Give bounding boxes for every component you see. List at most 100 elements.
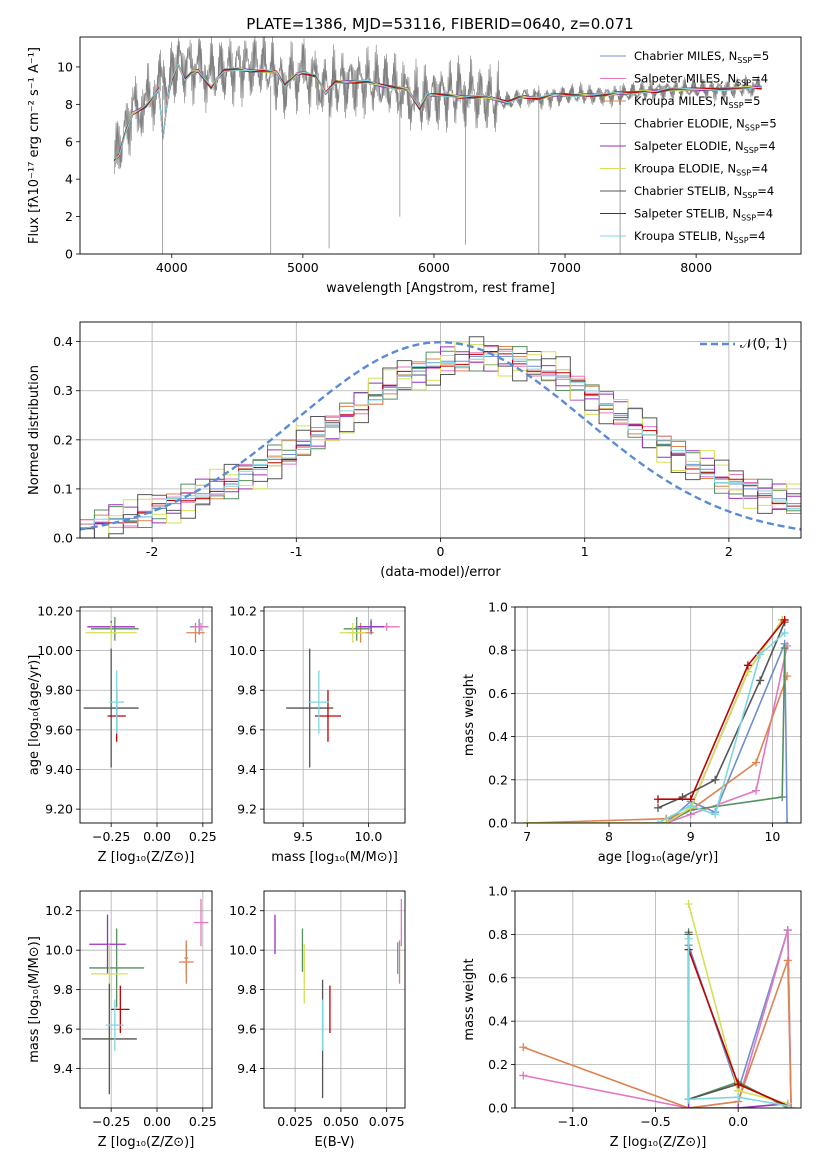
weights-vs-Z-line-4 [688, 1102, 788, 1108]
residuals-xlabel: (data-model)/error [380, 565, 501, 580]
weights-vs-age-marker-8 [711, 810, 720, 819]
age-vs-mass-ytick-label: 9.2 [237, 802, 257, 817]
weights-vs-age-marker-7 [743, 661, 752, 670]
residuals-ytick-label: 0.0 [53, 531, 73, 546]
age-vs-mass-ytick-label: 10.2 [229, 603, 257, 618]
weights-vs-Z-marker-8 [684, 934, 693, 943]
spectrum-xtick-label: 4000 [156, 260, 188, 275]
mass-vs-EBV-xtick-label: 0.025 [277, 1114, 313, 1129]
spectrum-xtick-label: 5000 [287, 260, 319, 275]
mass-vs-Z-frame [79, 890, 213, 1109]
weights-vs-Z-marker-1 [519, 1071, 528, 1080]
histogram-step-6 [80, 336, 801, 538]
mass-vs-EBV-plot-area [274, 898, 402, 1099]
spectrum-model-8 [113, 62, 762, 160]
weights-vs-Z-ytick-label: 0.8 [488, 927, 508, 942]
mass-vs-Z-ytick-label: 9.6 [53, 1022, 73, 1037]
residuals-xtick-label: -1 [290, 544, 302, 559]
residuals-ytick-label: 0.3 [53, 383, 73, 398]
age-vs-Z-ytick-label: 10.20 [37, 603, 73, 618]
spectrum-frame [79, 36, 802, 255]
residuals-xtick-label: 2 [725, 544, 733, 559]
mass-vs-EBV-ytick-label: 10.0 [229, 943, 257, 958]
weights-vs-age-xtick-label: 8 [605, 829, 613, 844]
weights-vs-age-plot-area [523, 615, 792, 823]
age-vs-Z-ytick-label: 9.40 [45, 762, 73, 777]
legend-entry-1: Salpeter MILES, NSSP=4 [634, 72, 768, 88]
weights-vs-age-ytick-label: 0.6 [488, 686, 508, 701]
spectrum-ytick-label: 8 [65, 97, 73, 112]
weights-vs-Z-marker-4 [734, 1104, 743, 1108]
legend-entry-0: Chabrier MILES, NSSP=5 [634, 49, 769, 65]
gaussian-curve [80, 340, 801, 531]
weights-vs-Z-line-2 [523, 960, 792, 1108]
residuals-xtick-label: -2 [146, 544, 158, 559]
histogram-step-8 [80, 351, 801, 538]
spectrum-ytick-label: 2 [65, 209, 73, 224]
weights-vs-Z-ytick-label: 0.2 [488, 1057, 508, 1072]
spectrum-ylabel: Flux [fλ10⁻¹⁷ erg cm⁻² s⁻¹ A⁻¹] [27, 47, 42, 244]
weights-vs-age-marker-6 [756, 676, 765, 685]
age-vs-Z-plot-area [83, 616, 209, 768]
weights-vs-Z-line-8 [687, 938, 788, 1107]
figure-title: PLATE=1386, MJD=53116, FIBERID=0640, z=0… [246, 15, 633, 33]
residuals-frame [79, 321, 802, 539]
weights-vs-Z-marker-8 [684, 1095, 693, 1104]
mass-vs-EBV-xlabel: E(B-V) [314, 1135, 354, 1150]
weights-vs-Z-marker-4 [684, 1104, 693, 1108]
weights-vs-Z-xlabel: Z [log₁₀(Z/Z⊙)] [610, 1135, 707, 1150]
spectrum-ytick-label: 4 [65, 172, 73, 187]
weights-vs-age-marker-8 [756, 650, 765, 659]
legend-entry-3: Chabrier ELODIE, NSSP=5 [634, 117, 777, 133]
weights-vs-age-marker-3 [778, 793, 787, 802]
mass-vs-Z-xtick-label: 0.25 [189, 1114, 217, 1129]
weights-vs-age-ytick-label: 0.8 [488, 643, 508, 658]
spectrum-xtick-label: 8000 [680, 260, 712, 275]
mass-vs-EBV-ytick-label: 10.2 [229, 903, 257, 918]
mass-vs-EBV-xtick-label: 0.050 [323, 1114, 359, 1129]
weights-vs-Z-marker-1 [783, 926, 792, 935]
weights-vs-age-marker-6 [711, 775, 720, 784]
residuals-xtick-label: 1 [581, 544, 589, 559]
histogram-step-7 [80, 351, 801, 538]
mass-vs-EBV-frame [263, 890, 406, 1109]
residuals-xtick-label: 0 [437, 544, 445, 559]
spectrum-ytick-label: 10 [57, 59, 73, 74]
weights-vs-age-marker-8 [654, 819, 662, 823]
weights-vs-Z-marker-8 [734, 1093, 743, 1102]
spectrum-ytick-label: 6 [65, 134, 73, 149]
weights-vs-age-frame [514, 606, 802, 824]
spectrum-xlabel: wavelength [Angstrom, rest frame] [326, 281, 555, 296]
weights-vs-age-ytick-label: 0.4 [488, 729, 508, 744]
mass-vs-Z-ylabel: mass [log₁₀(M/M⊙)] [27, 936, 42, 1063]
mass-vs-Z-ytick-label: 10.0 [45, 943, 73, 958]
mass-vs-Z-plot-area [81, 898, 209, 1095]
weights-vs-Z-marker-7 [734, 1080, 743, 1089]
mass-vs-EBV-ytick-label: 9.8 [237, 982, 257, 997]
age-vs-mass-xlabel: mass [log₁₀(M/M⊙)] [271, 850, 398, 865]
age-vs-Z-xtick-label: 0.00 [143, 829, 171, 844]
age-vs-Z-xtick-label: −0.25 [92, 829, 130, 844]
mass-vs-Z-ytick-label: 9.8 [53, 982, 73, 997]
weights-vs-Z-ytick-label: 0.0 [488, 1101, 508, 1116]
age-vs-Z-xlabel: Z [log₁₀(Z/Z⊙)] [98, 850, 195, 865]
mass-vs-Z-ytick-label: 10.2 [45, 903, 73, 918]
weights-vs-Z-marker-5 [684, 900, 693, 909]
age-vs-Z-ytick-label: 9.80 [45, 683, 73, 698]
weights-vs-age-ytick-label: 1.0 [488, 600, 508, 615]
weights-vs-age-ytick-label: 0.0 [488, 816, 508, 831]
weights-vs-age-xtick-label: 10 [764, 829, 780, 844]
weights-vs-age-marker-0 [783, 819, 792, 823]
legend-entry-6: Chabrier STELIB, NSSP=4 [634, 184, 774, 200]
mass-vs-Z-xlabel: Z [log₁₀(Z/Z⊙)] [98, 1135, 195, 1150]
mass-vs-EBV-ytick-label: 9.4 [237, 1061, 257, 1076]
weights-vs-Z-marker-8 [783, 1101, 792, 1108]
weights-vs-age-marker-5 [662, 819, 671, 823]
spectrum-data-line [113, 37, 762, 175]
weights-vs-Z-ylabel: mass weight [462, 958, 477, 1040]
residuals-ytick-label: 0.2 [53, 432, 73, 447]
spectrum-ytick-label: 0 [65, 247, 73, 262]
mass-vs-EBV-ytick-label: 9.6 [237, 1022, 257, 1037]
weights-vs-age-xtick-label: 9 [687, 829, 695, 844]
